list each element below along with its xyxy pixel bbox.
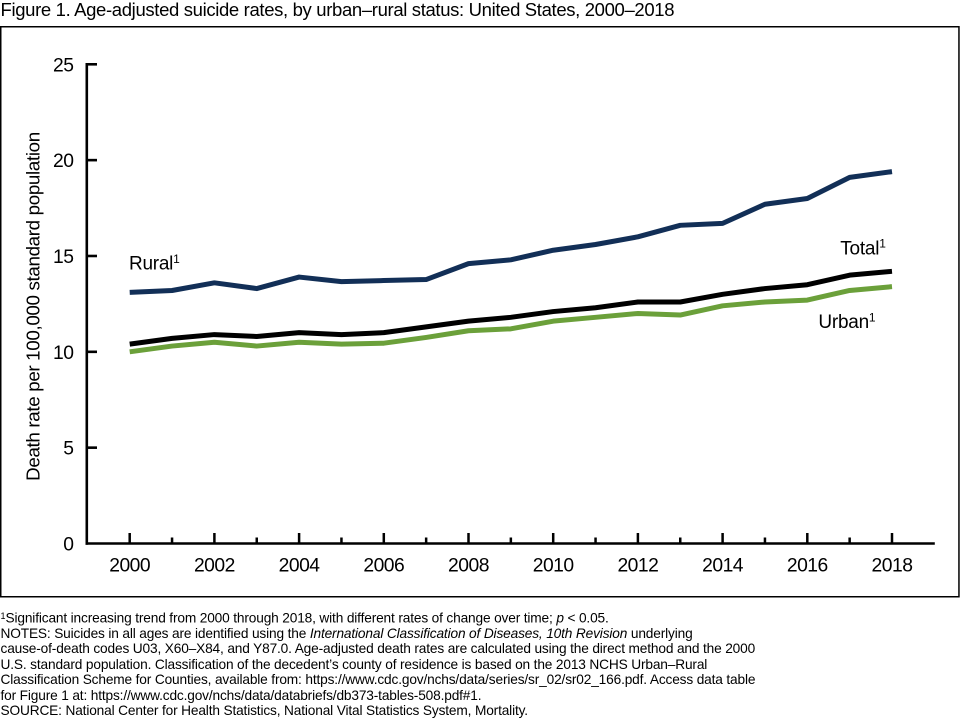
svg-text:2018: 2018: [872, 556, 913, 577]
svg-text:Urban1: Urban1: [818, 311, 876, 334]
svg-text:2004: 2004: [279, 556, 321, 577]
svg-text:15: 15: [53, 247, 73, 268]
svg-text:2016: 2016: [787, 556, 828, 577]
svg-text:25: 25: [53, 55, 73, 76]
svg-text:2014: 2014: [702, 556, 744, 577]
svg-text:2002: 2002: [194, 556, 235, 577]
svg-text:10: 10: [53, 343, 73, 364]
svg-text:Rural1: Rural1: [129, 252, 180, 275]
svg-text:Total1: Total1: [840, 237, 886, 260]
svg-text:0: 0: [63, 535, 73, 556]
svg-text:Death rate per 100,000 standar: Death rate per 100,000 standard populati…: [22, 132, 43, 481]
svg-text:2000: 2000: [109, 556, 150, 577]
svg-text:2010: 2010: [533, 556, 574, 577]
svg-text:2008: 2008: [448, 556, 489, 577]
svg-text:20: 20: [53, 151, 73, 172]
svg-text:5: 5: [63, 439, 73, 460]
svg-text:2012: 2012: [617, 556, 658, 577]
svg-text:2006: 2006: [363, 556, 404, 577]
